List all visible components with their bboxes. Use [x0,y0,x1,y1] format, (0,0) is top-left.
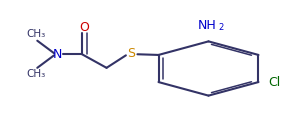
Text: N: N [53,48,62,61]
Text: NH: NH [198,19,216,32]
Text: Cl: Cl [268,76,280,89]
Text: 2: 2 [218,23,223,32]
Text: CH₃: CH₃ [26,29,46,39]
Text: S: S [127,47,135,60]
Text: O: O [80,21,90,34]
Text: CH₃: CH₃ [26,69,46,79]
